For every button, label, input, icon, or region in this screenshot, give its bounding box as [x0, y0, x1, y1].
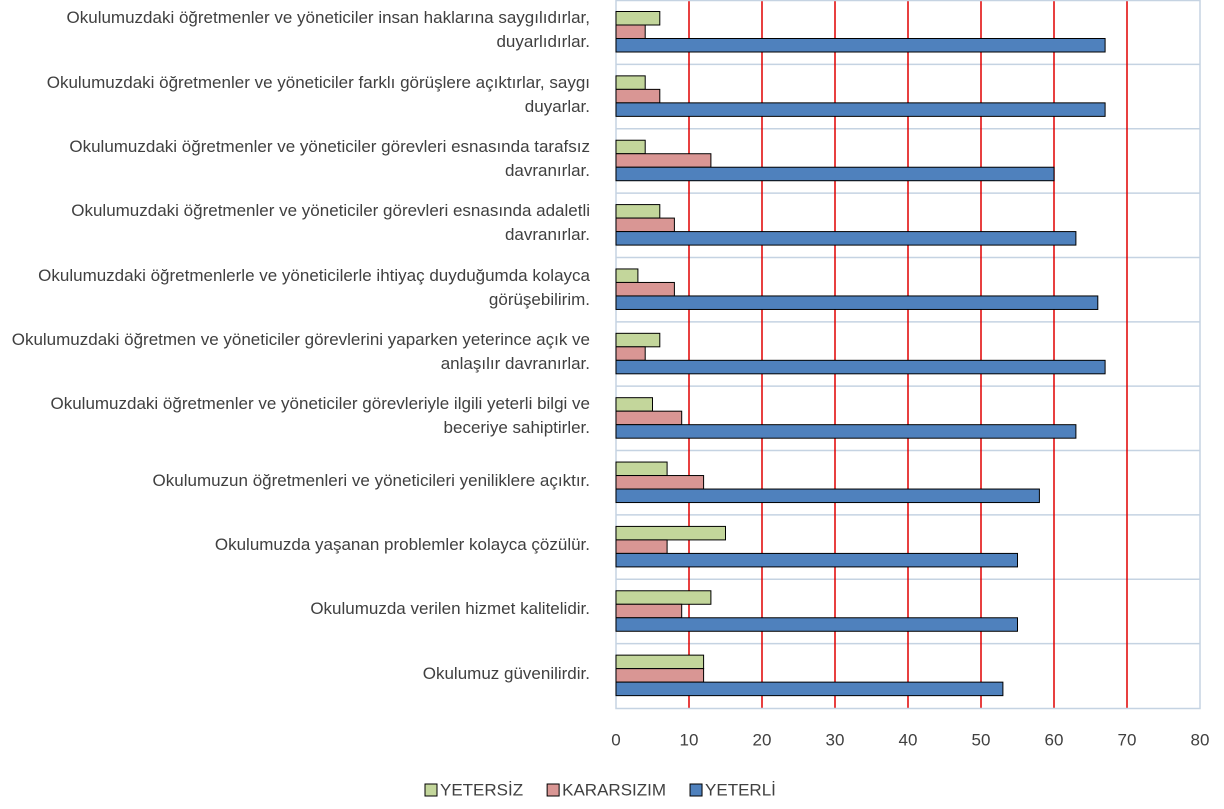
y-tick-label: Okulumuzdaki öğretmenler ve yöneticiler …: [71, 201, 590, 245]
bar: [615, 681, 1004, 697]
y-tick-label: Okulumuzdaki öğretmenler ve yöneticiler …: [50, 394, 590, 438]
bar: [615, 88, 661, 104]
bar: [615, 268, 639, 283]
bar: [615, 424, 1077, 439]
bar: [615, 397, 653, 412]
x-tick-label: 50: [972, 730, 991, 749]
x-tick-label: 40: [899, 730, 918, 749]
bar: [615, 204, 661, 219]
bar: [615, 231, 1077, 246]
bar: [615, 24, 646, 39]
y-tick-label: Okulumuzdaki öğretmenlerle ve yöneticile…: [38, 265, 590, 309]
x-tick-label: 0: [611, 730, 620, 749]
legend-swatch: [546, 783, 560, 797]
bar: [615, 38, 1106, 53]
x-tick-label: 60: [1045, 730, 1064, 749]
bar: [615, 668, 705, 683]
y-tick-label: Okulumuzdaki öğretmenler ve yöneticiler …: [46, 72, 590, 116]
bar: [615, 75, 646, 90]
bar: [615, 488, 1040, 504]
bar: [615, 603, 683, 619]
y-tick-label: Okulumuzdaki öğretmenler ve yöneticiler …: [69, 136, 590, 180]
bar: [615, 359, 1106, 375]
bar: [615, 525, 726, 541]
bar: [615, 332, 661, 348]
y-tick-label: Okulumuzda verilen hizmet kalitelidir.: [310, 599, 590, 619]
bar: [615, 539, 668, 554]
y-tick-label: Okulumuzdaki öğretmen ve yöneticiler gör…: [11, 329, 590, 373]
legend-swatch: [424, 783, 438, 797]
bar: [615, 281, 675, 297]
y-tick-label: Okulumuzda yaşanan problemler kolayca çö…: [214, 535, 590, 555]
bar: [615, 217, 675, 233]
bar: [615, 590, 712, 605]
x-tick-label: 70: [1118, 730, 1137, 749]
x-tick-label: 80: [1191, 730, 1210, 749]
bar: [615, 552, 1018, 568]
bar: [615, 102, 1106, 117]
legend-label: YETERLİ: [705, 780, 776, 799]
x-tick-label: 10: [680, 730, 699, 749]
y-tick-label: Okulumuz güvenilirdir.: [422, 663, 590, 683]
bar: [615, 617, 1018, 632]
bar: [615, 139, 646, 155]
legend-label: KARARSIZIM: [562, 780, 666, 799]
x-tick-label: 20: [753, 730, 772, 749]
x-tick-label: 30: [826, 730, 845, 749]
bar: [615, 11, 661, 26]
bar: [615, 295, 1099, 310]
y-tick-label: Okulumuzun öğretmenleri ve yöneticileri …: [152, 470, 590, 490]
legend-swatch: [689, 783, 703, 797]
legend-label: YETERSİZ: [440, 780, 523, 799]
y-tick-label: Okulumuzdaki öğretmenler ve yöneticiler …: [66, 8, 590, 52]
bar: [615, 410, 683, 426]
bar: [615, 461, 668, 477]
bar: [615, 475, 705, 490]
bar: [615, 654, 705, 670]
bar: [615, 153, 712, 168]
bar: [615, 346, 646, 361]
bar: [615, 166, 1055, 182]
